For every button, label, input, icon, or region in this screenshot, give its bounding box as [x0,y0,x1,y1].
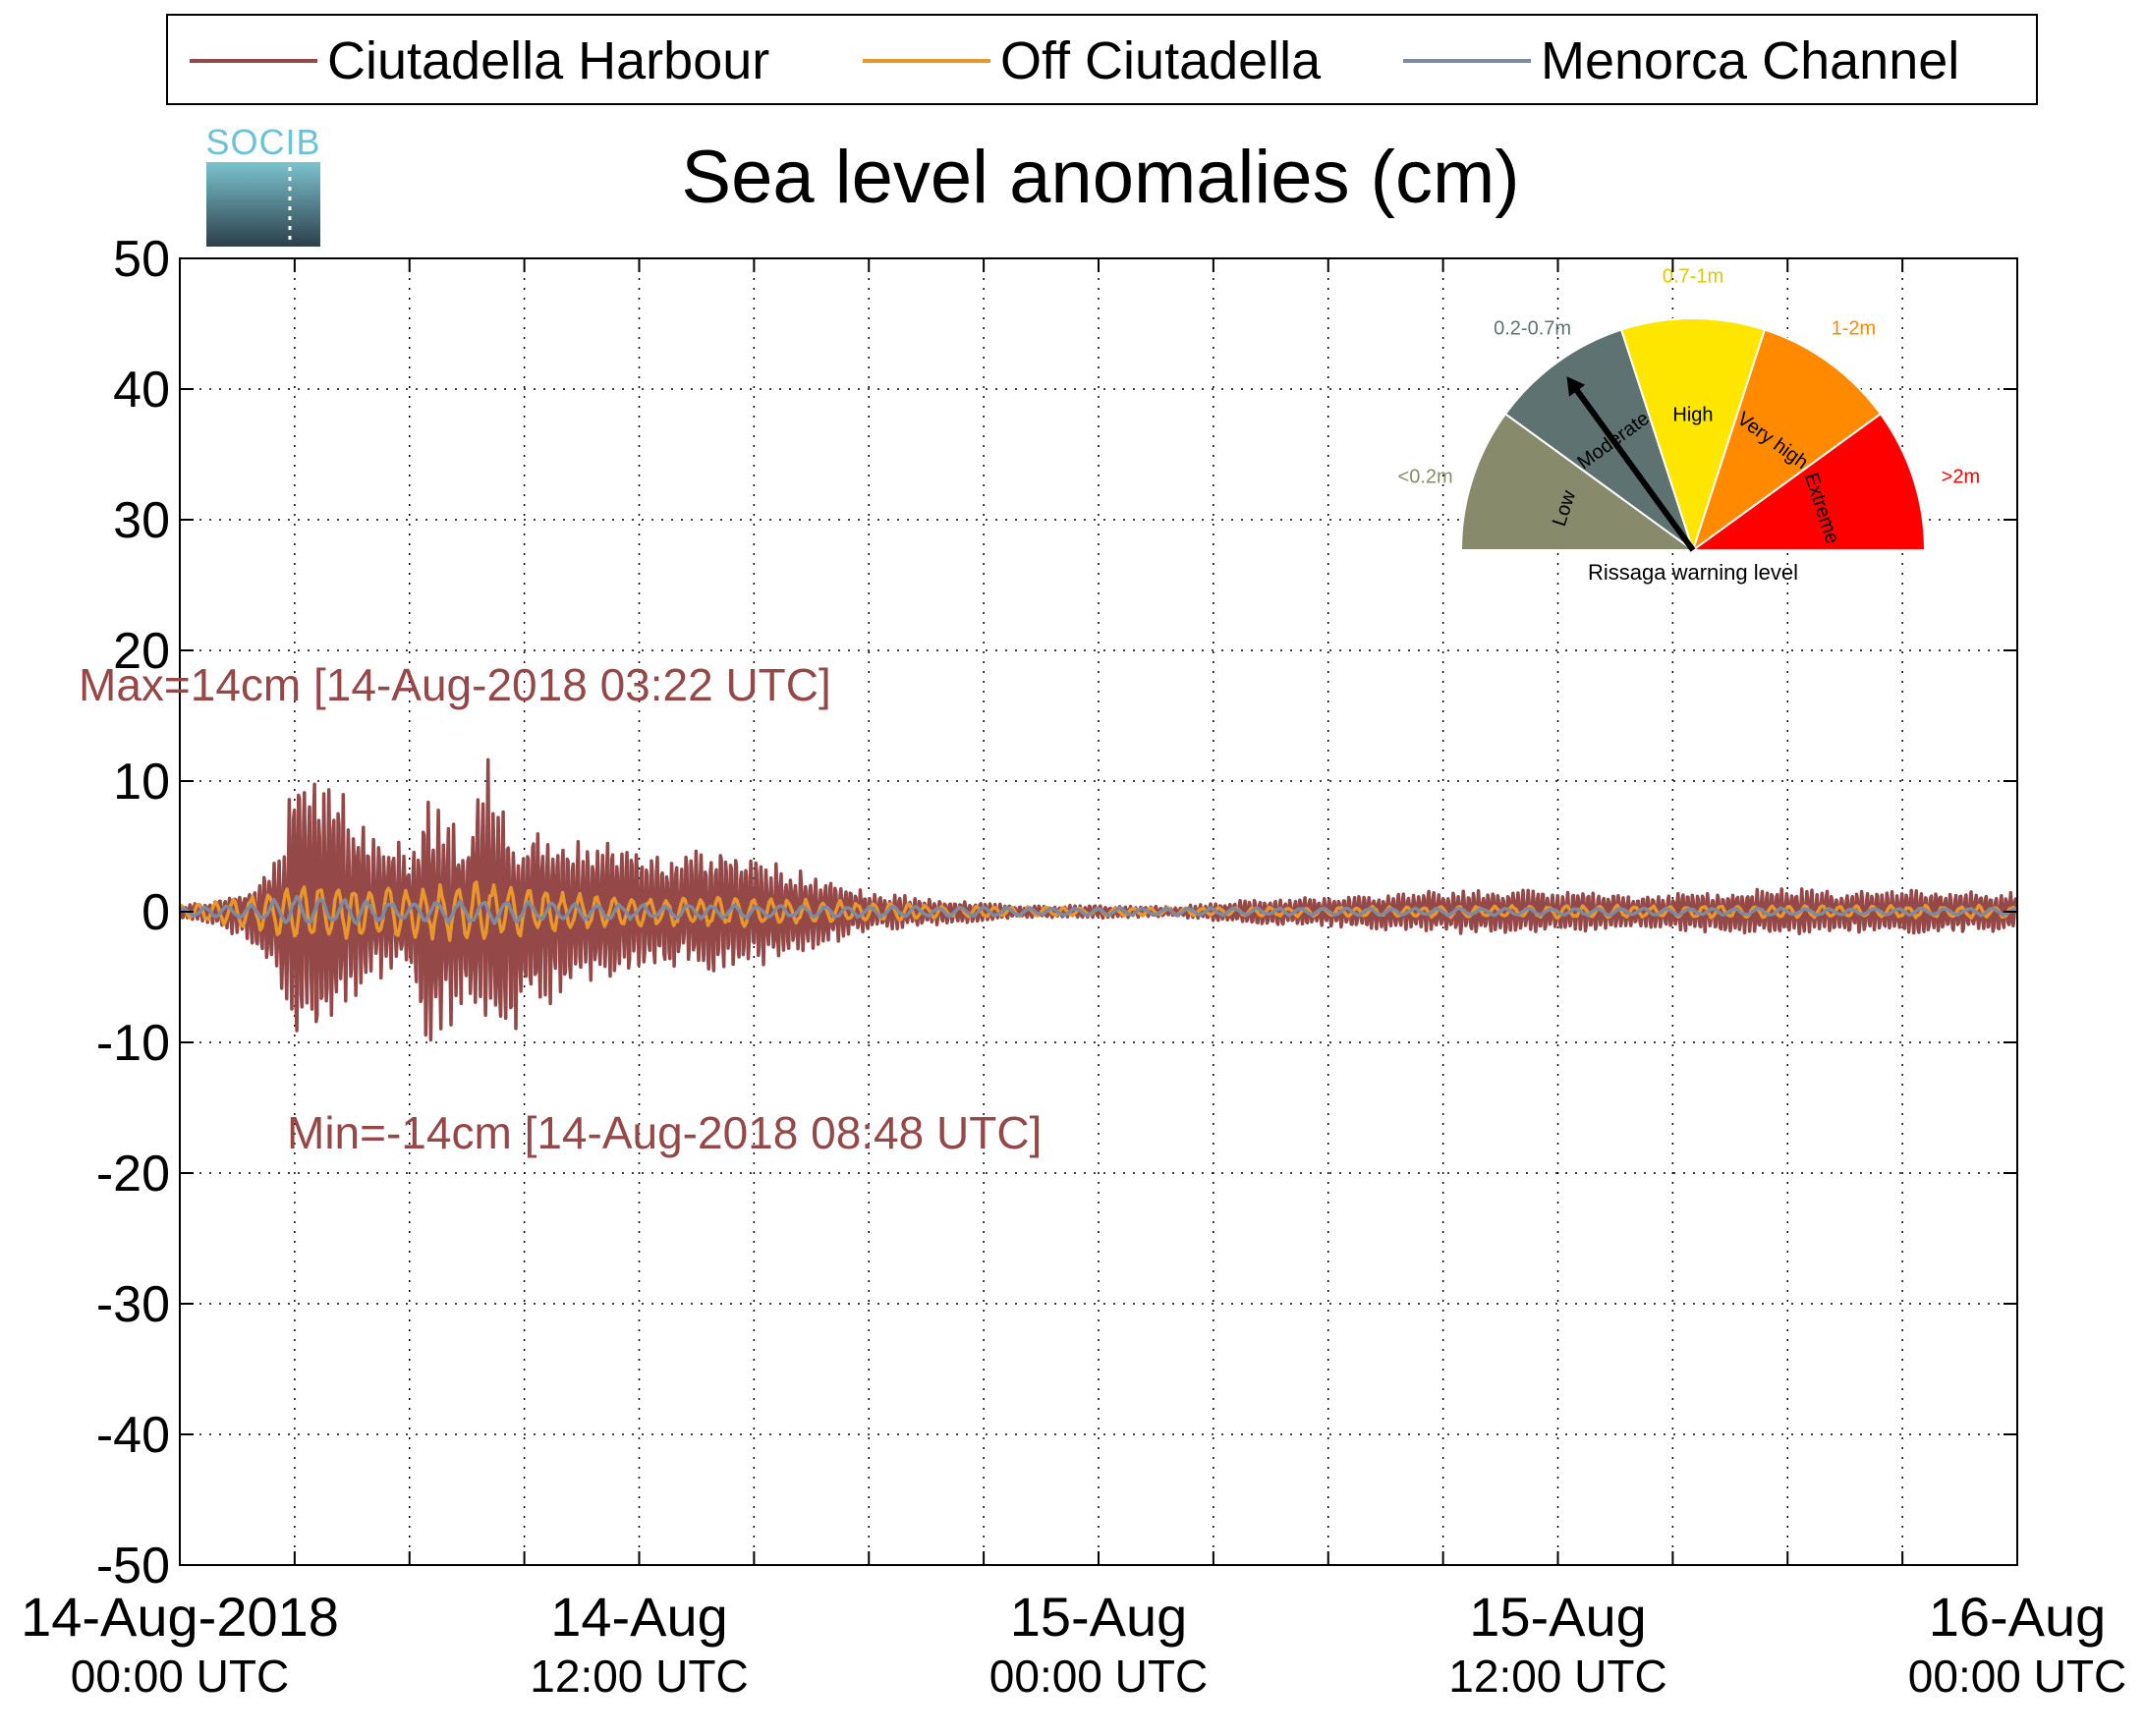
gauge-segment-very-high [1691,328,1883,553]
gauge-level-label: High [1672,404,1713,425]
gauge-segment-moderate [1503,328,1695,553]
gauge-range-label: >2m [1942,466,1980,487]
max-annotation: Max=14cm [14-Aug-2018 03:22 UTC] [79,659,831,710]
x-tick-label-time: 00:00 UTC [71,1651,289,1702]
socib-logo: SOCIB [205,122,320,247]
gauge-segment-high [1619,317,1767,554]
min-annotation: Min=-14cm [14-Aug-2018 08:48 UTC] [287,1107,1042,1158]
y-tick-label: -50 [96,1538,170,1595]
legend-label-menorca-channel: Menorca Channel [1541,31,1959,90]
y-tick-label: -20 [96,1146,170,1203]
y-tick-label: 10 [113,754,170,811]
legend-label-off-ciutadella: Off Ciutadella [1000,31,1322,90]
x-tick-label-time: 00:00 UTC [1908,1651,2126,1702]
x-tick-label-date: 15-Aug [1469,1586,1647,1648]
gauge-needle [1574,388,1696,552]
y-tick-label: 30 [113,492,170,549]
y-tick-label: 0 [141,884,170,941]
legend-box [166,14,2038,105]
y-tick-label: 50 [113,231,170,288]
gauge-segment-low [1459,412,1697,551]
gauge-range-label: 1-2m [1832,317,1877,339]
x-tick-label-time: 00:00 UTC [989,1651,1208,1702]
legend-label-ciutadella-harbour: Ciutadella Harbour [327,31,769,90]
y-tick-label: -40 [96,1407,170,1464]
x-tick-label-time: 12:00 UTC [1448,1651,1666,1702]
y-tick-label: 20 [113,623,170,680]
series-lines [178,757,2019,1042]
x-tick-label-date: 16-Aug [1929,1586,2107,1648]
gauge-caption: Rissaga warning level [1588,560,1798,585]
gauge-range-label: 0.7-1m [1663,265,1723,287]
chart-title: Sea level anomalies (cm) [681,136,1519,219]
x-tick-label-date: 15-Aug [1010,1586,1188,1648]
y-tick-label: -30 [96,1276,170,1333]
gauge-needle-head [1566,376,1586,397]
series-line-ciutadella-harbour [178,757,2019,1042]
legend: Ciutadella Harbour Off Ciutadella Menorc… [166,14,2038,105]
y-tick-label: 40 [113,362,170,419]
gauge-segment-extreme [1689,412,1927,551]
y-tick-label: -10 [96,1015,170,1072]
x-tick-label-time: 12:00 UTC [530,1651,748,1702]
logo-text: SOCIB [205,122,320,162]
x-tick-label-date: 14-Aug-2018 [21,1586,339,1648]
x-tick-label-date: 14-Aug [550,1586,728,1648]
gauge-range-label: 0.2-0.7m [1494,317,1571,339]
gauge-range-label: <0.2m [1398,466,1453,487]
y-axis: 50 40 30 20 10 0 -10 -20 -30 -40 -50 [96,231,2017,1595]
series-line-menorca-channel [179,894,2018,925]
